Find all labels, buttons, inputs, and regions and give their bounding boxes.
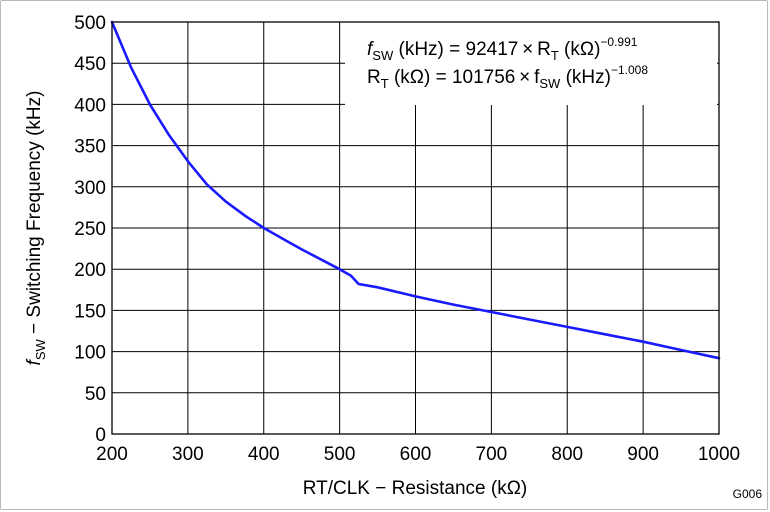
y-tick-label: 250 — [74, 219, 106, 240]
equation-rt: RT (kΩ) = 101756 × fSW (kHz)−1.008 — [367, 63, 648, 91]
y-tick-label: 450 — [74, 54, 106, 75]
y-tick-label: 0 — [95, 425, 106, 446]
x-tick-label: 1000 — [698, 444, 740, 465]
plot-border — [111, 21, 720, 435]
x-tick-label: 600 — [400, 444, 432, 465]
x-tick-label: 900 — [627, 444, 659, 465]
x-tick-label: 500 — [324, 444, 356, 465]
y-tick-label: 50 — [85, 384, 106, 405]
y-tick-label: 350 — [74, 137, 106, 158]
equation-box — [345, 22, 717, 105]
y-tick-label: 200 — [74, 260, 106, 281]
x-axis-label: RT/CLK − Resistance (kΩ) — [303, 478, 528, 499]
y-tick-label: 400 — [74, 95, 106, 116]
x-tick-label: 200 — [96, 444, 128, 465]
x-tick-label: 700 — [476, 444, 508, 465]
y-tick-label: 100 — [74, 343, 106, 364]
y-tick-label: 150 — [74, 301, 106, 322]
x-tick-label: 400 — [248, 444, 280, 465]
series-line-fsw — [110, 20, 721, 360]
y-tick-label: 500 — [74, 13, 106, 34]
y-axis-label: fSW − Switching Frequency (kHz) — [24, 91, 48, 366]
figure-id: G006 — [733, 487, 763, 501]
equation-fsw: fSW (kHz) = 92417 × RT (kΩ)−0.991 — [367, 35, 638, 63]
y-tick-label: 300 — [74, 178, 106, 199]
x-tick-label: 800 — [551, 444, 583, 465]
x-tick-label: 300 — [172, 444, 204, 465]
